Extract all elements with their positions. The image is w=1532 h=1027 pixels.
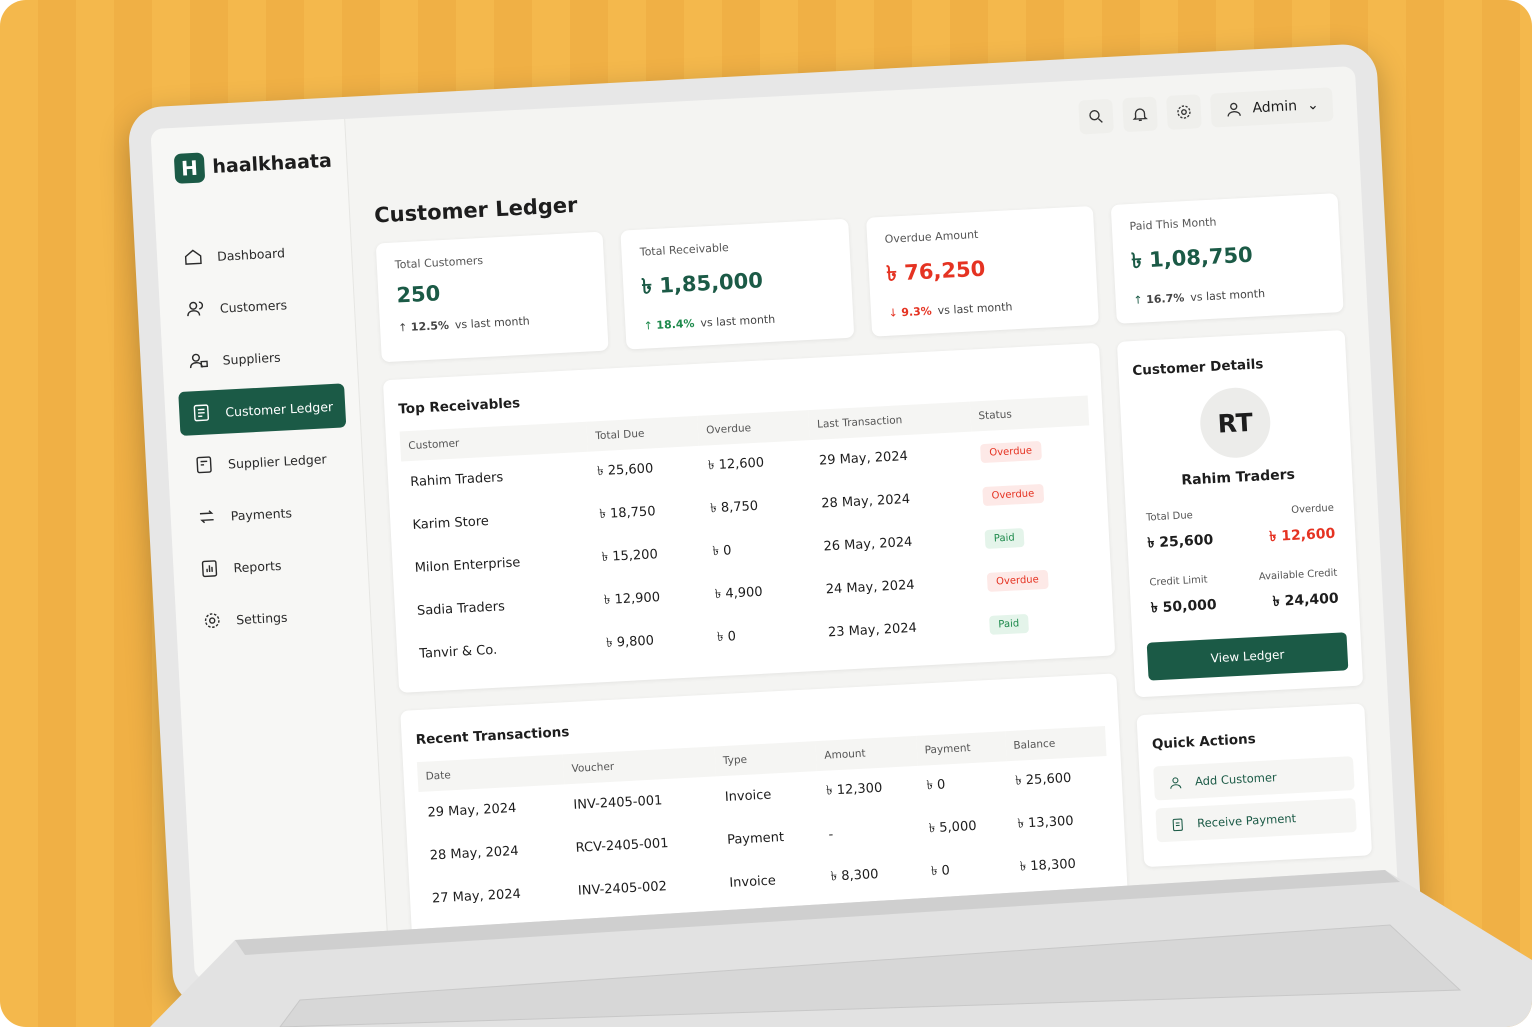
nav-item[interactable]: Customers [173, 280, 341, 333]
nav-item[interactable]: Suppliers [176, 331, 344, 384]
notifications-button[interactable] [1121, 96, 1158, 133]
user-menu[interactable]: Admin ⌄ [1209, 87, 1334, 128]
settings-button[interactable] [1165, 94, 1202, 130]
right-column: Customer Details RT Rahim Traders Total … [1116, 329, 1374, 899]
nav-item[interactable]: Supplier Ledger [181, 435, 349, 488]
content: Top Receivables Customer Total Due Overdue… [382, 329, 1374, 938]
nav-item[interactable]: Dashboard [170, 228, 338, 281]
nav-item[interactable]: Payments [184, 487, 352, 540]
quick-action[interactable]: Receive Payment [1155, 798, 1357, 843]
nav-item[interactable]: Customer Ledger [178, 383, 347, 436]
main: Admin ⌄ Customer Ledger Total Customers 25… [345, 66, 1399, 970]
quick-action[interactable]: Add Customer [1153, 756, 1355, 801]
nav-item[interactable]: Settings [189, 591, 357, 644]
nav-item[interactable]: Reports [186, 539, 354, 592]
topbar: Admin ⌄ [369, 67, 1334, 187]
quick-actions-panel: Quick Actions Add Customer Receive Payme… [1136, 703, 1373, 868]
search-button[interactable] [1077, 98, 1114, 135]
